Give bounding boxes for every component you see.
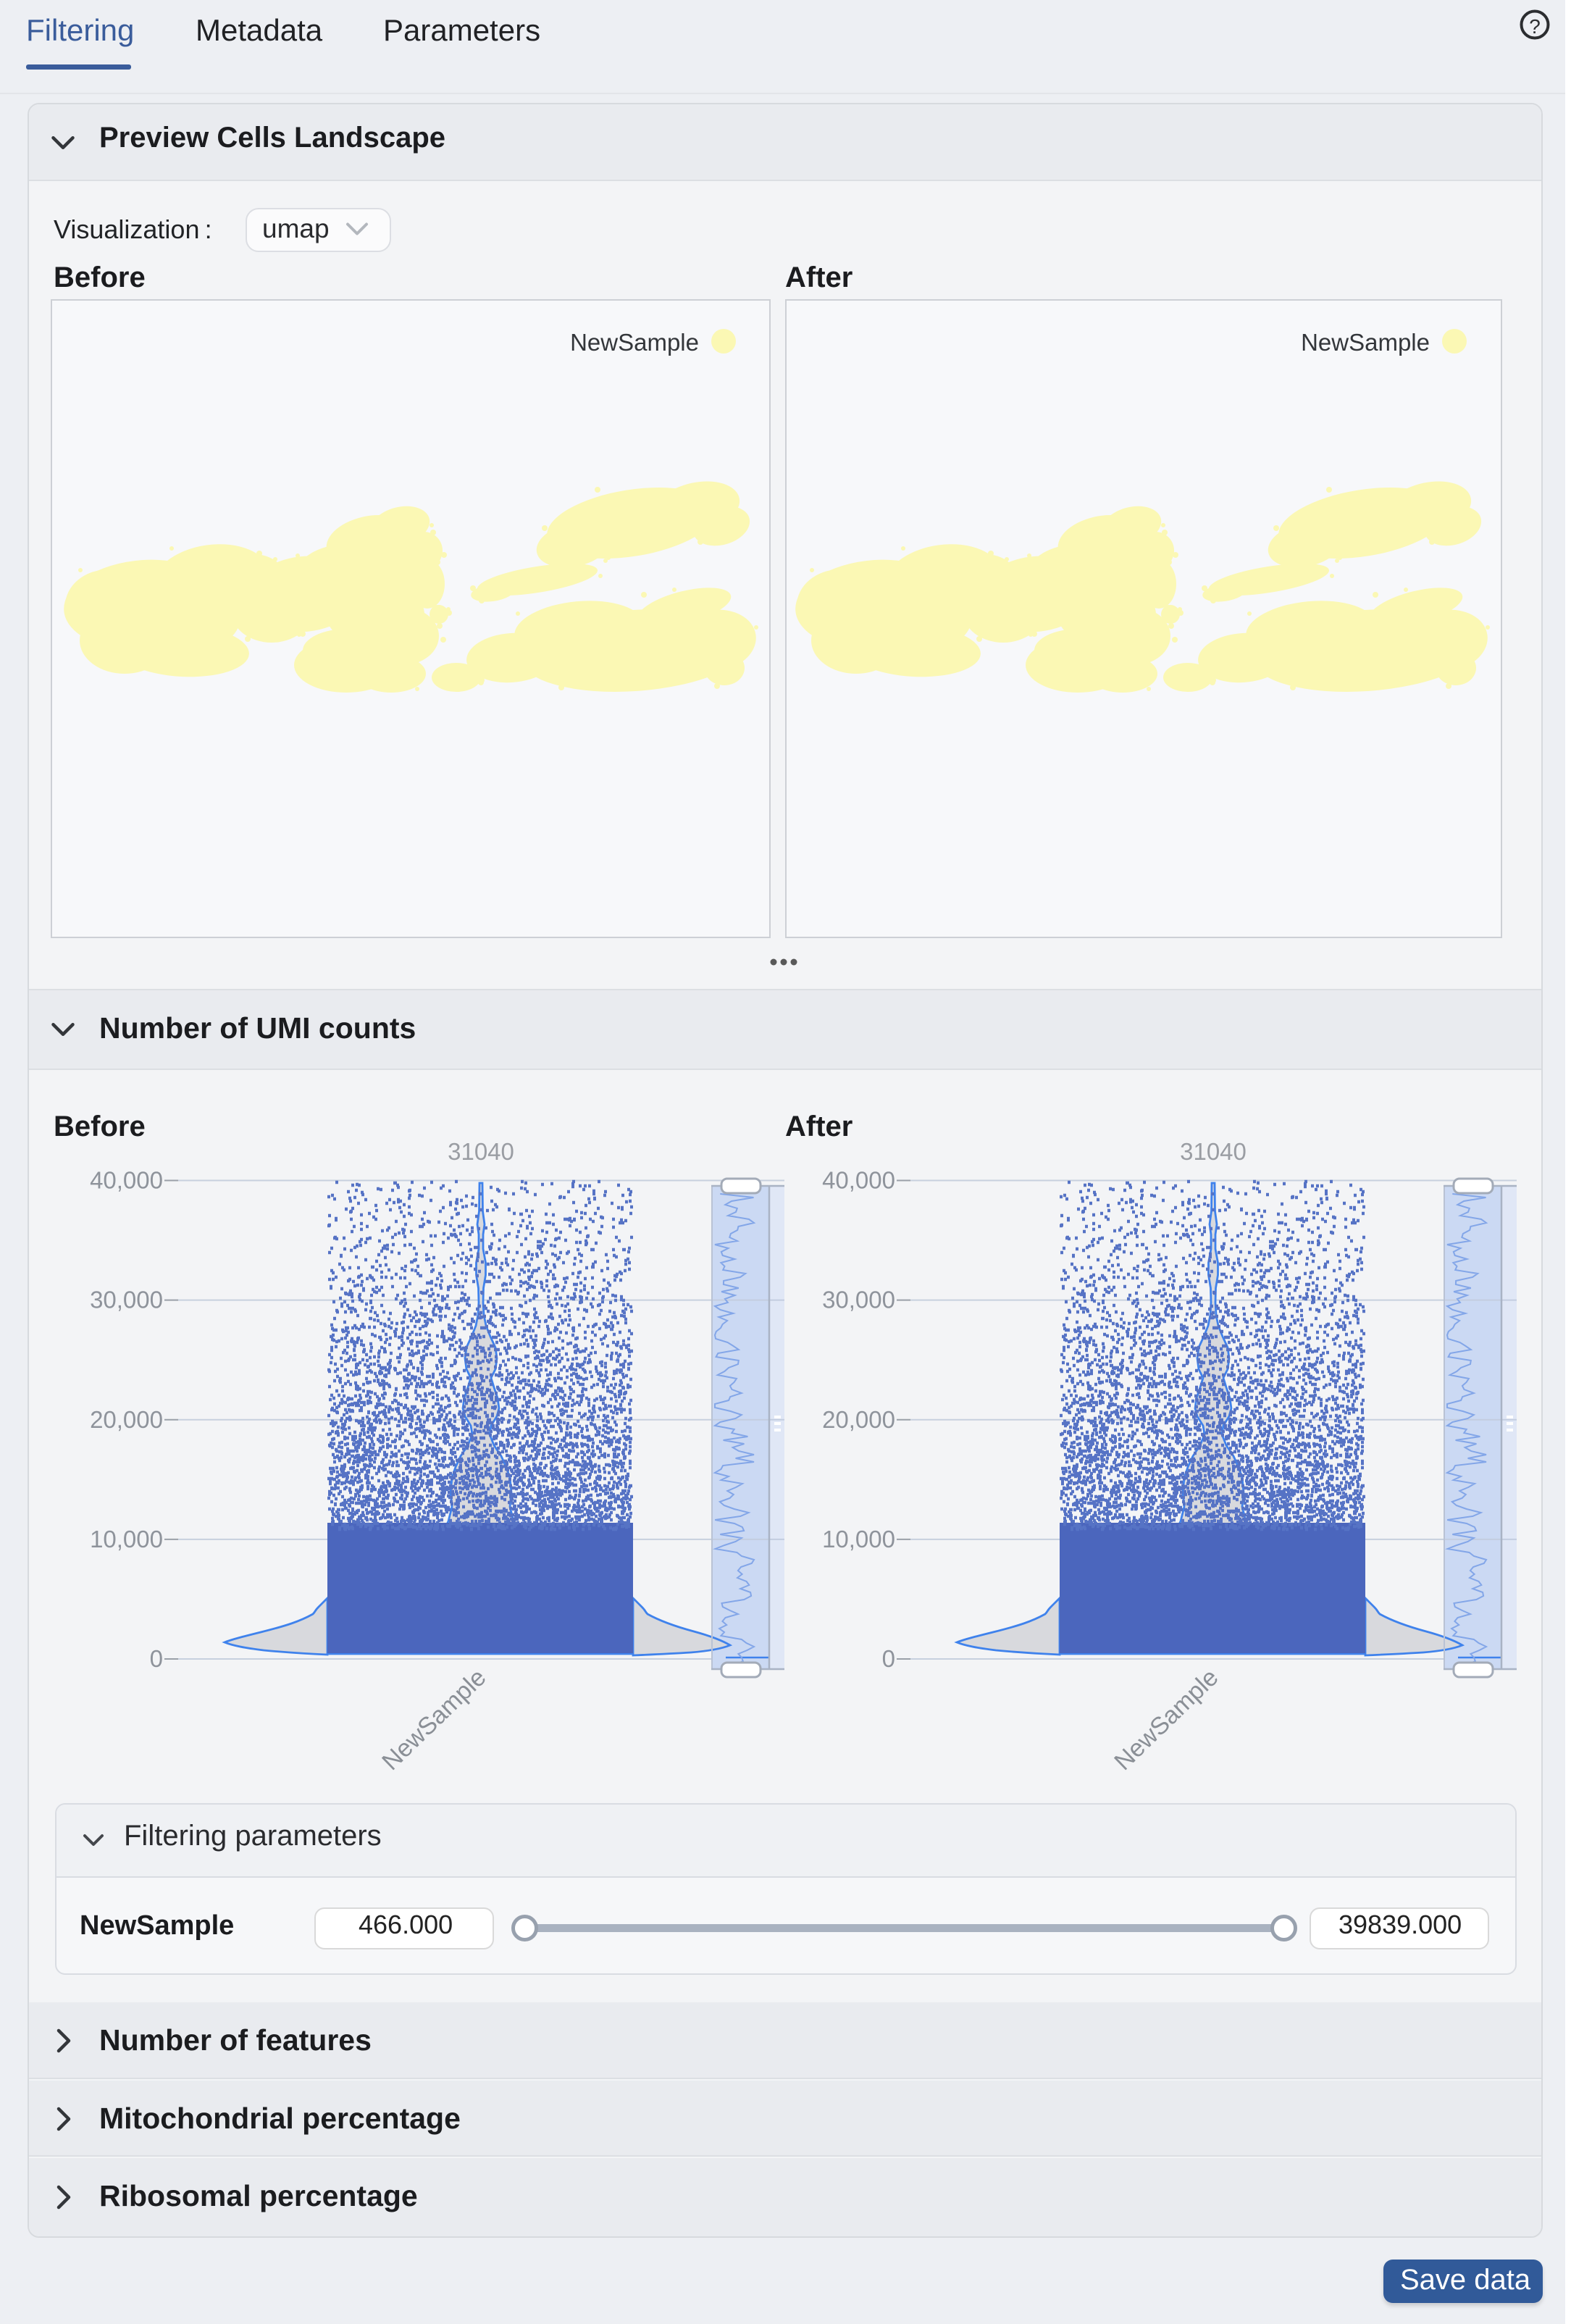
svg-text:NewSample: NewSample <box>570 329 699 356</box>
svg-text:NewSample: NewSample <box>1301 329 1430 356</box>
svg-text:?: ? <box>1529 15 1541 38</box>
